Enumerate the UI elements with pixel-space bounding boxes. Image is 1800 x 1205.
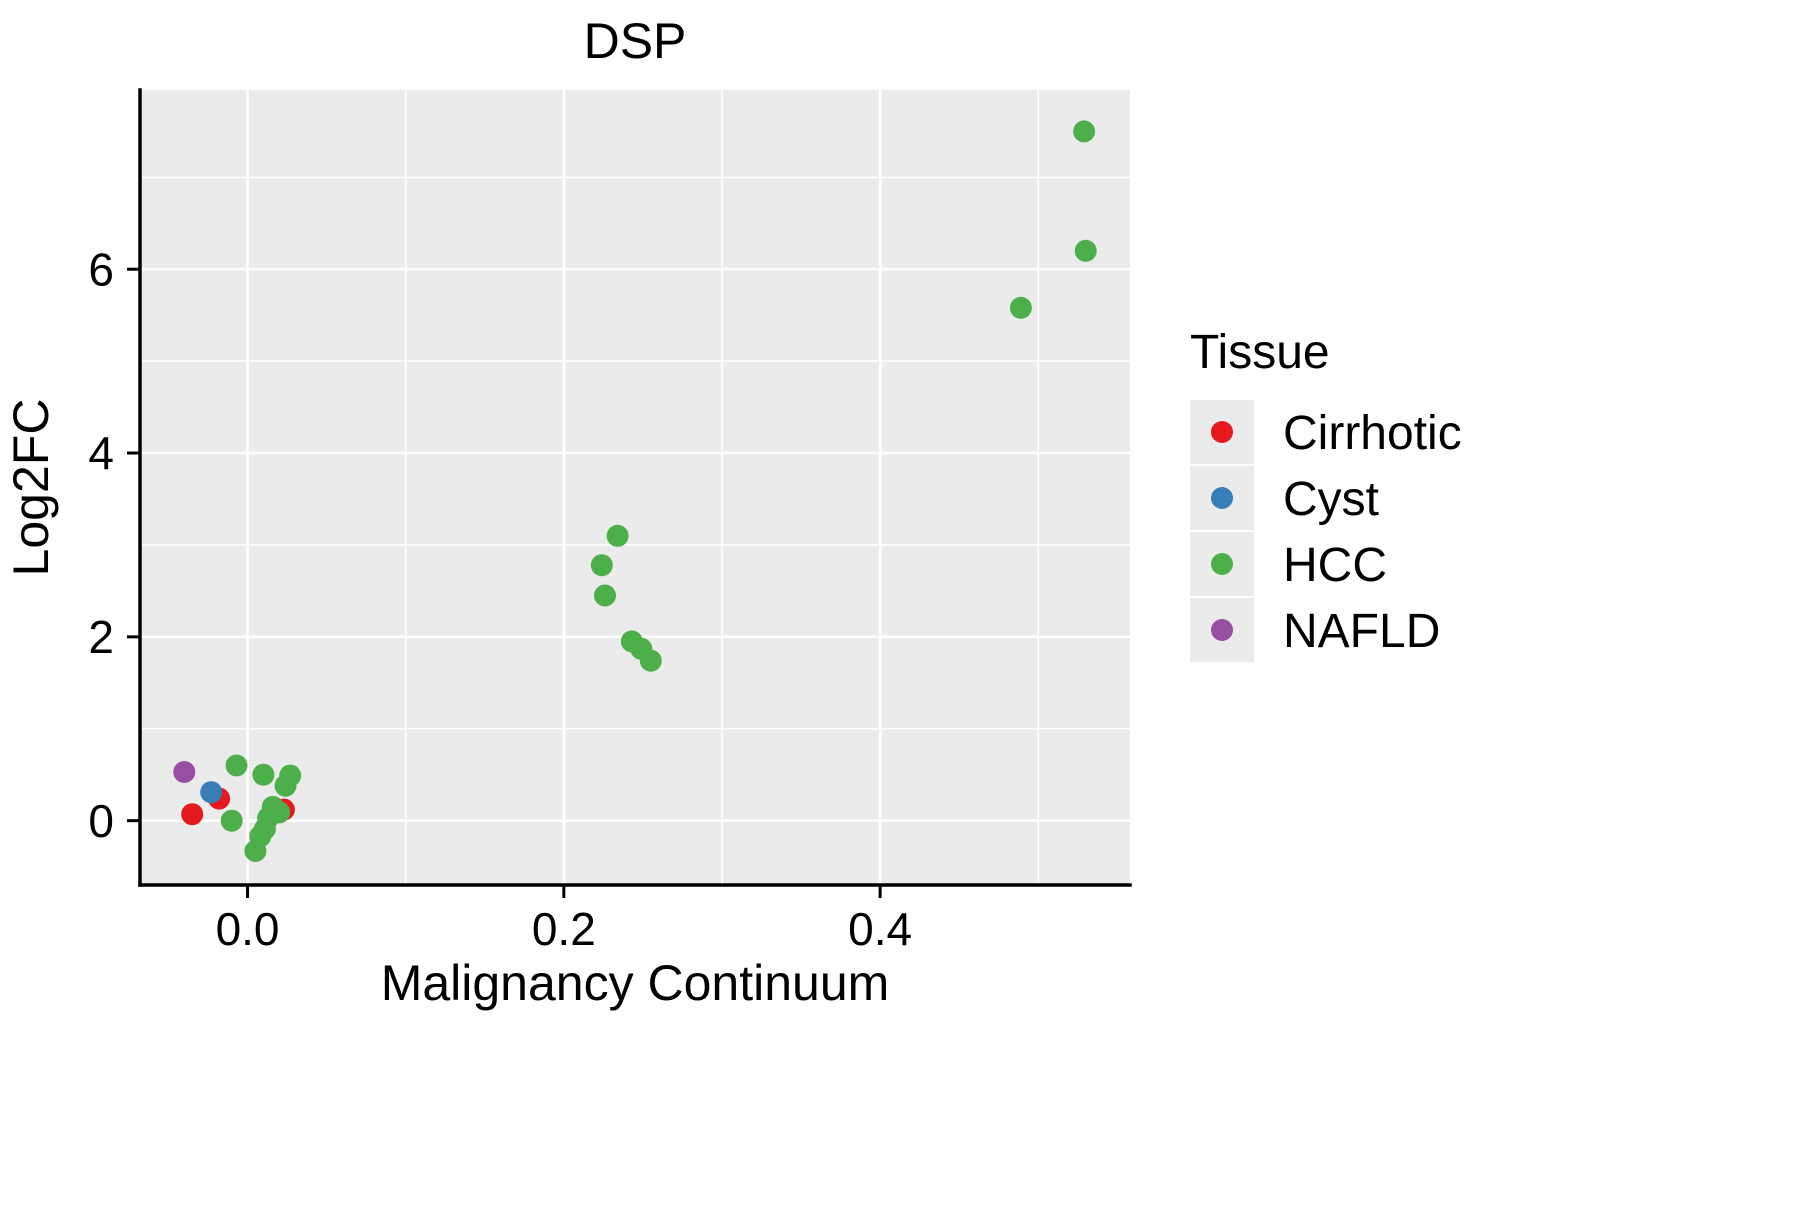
axes bbox=[138, 88, 1132, 887]
data-point bbox=[268, 801, 291, 824]
data-points bbox=[173, 120, 1097, 862]
x-tick-label: 0.2 bbox=[532, 903, 596, 955]
series-cyst bbox=[200, 781, 223, 804]
legend-title: Tissue bbox=[1190, 326, 1330, 379]
data-point bbox=[594, 584, 616, 607]
legend-dot-cirrhotic bbox=[1211, 421, 1233, 443]
legend-label: HCC bbox=[1283, 539, 1387, 592]
chart-title: DSP bbox=[584, 13, 687, 69]
x-tick-label: 0.4 bbox=[848, 903, 912, 955]
legend: Tissue Cirrhotic Cyst HCC NAFLD bbox=[1190, 326, 1462, 662]
minor-gridlines bbox=[140, 90, 1130, 885]
data-point bbox=[606, 524, 629, 547]
series-nafld bbox=[173, 761, 196, 783]
legend-item-nafld: NAFLD bbox=[1190, 598, 1440, 662]
data-point bbox=[1009, 296, 1032, 319]
data-point bbox=[181, 803, 204, 826]
legend-dot-hcc bbox=[1211, 553, 1233, 575]
legend-item-cirrhotic: Cirrhotic bbox=[1190, 400, 1462, 464]
legend-label: Cirrhotic bbox=[1283, 407, 1462, 460]
legend-item-hcc: HCC bbox=[1190, 532, 1387, 596]
legend-label: Cyst bbox=[1283, 473, 1379, 526]
data-point bbox=[220, 809, 243, 832]
data-point bbox=[1073, 120, 1096, 143]
data-point bbox=[252, 763, 275, 786]
data-point bbox=[279, 764, 302, 787]
series-hcc bbox=[220, 120, 1097, 862]
y-tick-label: 2 bbox=[88, 611, 114, 663]
x-axis-label: Malignancy Continuum bbox=[381, 955, 890, 1011]
plot-panel bbox=[140, 90, 1130, 885]
data-point bbox=[1074, 239, 1097, 262]
major-gridlines bbox=[140, 90, 1130, 885]
legend-item-cyst: Cyst bbox=[1190, 466, 1379, 530]
tick-marks bbox=[127, 267, 882, 898]
data-point bbox=[200, 781, 223, 804]
data-point bbox=[639, 649, 662, 672]
y-tick-label: 4 bbox=[88, 427, 114, 479]
legend-dot-cyst bbox=[1211, 487, 1233, 509]
y-axis-label: Log2FC bbox=[3, 399, 59, 577]
legend-dot-nafld bbox=[1211, 619, 1233, 641]
x-tick-label: 0.0 bbox=[216, 903, 280, 955]
data-point bbox=[173, 761, 196, 783]
y-tick-label: 0 bbox=[88, 795, 114, 847]
data-point bbox=[225, 754, 248, 777]
legend-label: NAFLD bbox=[1283, 605, 1440, 658]
data-point bbox=[590, 554, 613, 577]
y-tick-label: 6 bbox=[88, 243, 114, 295]
